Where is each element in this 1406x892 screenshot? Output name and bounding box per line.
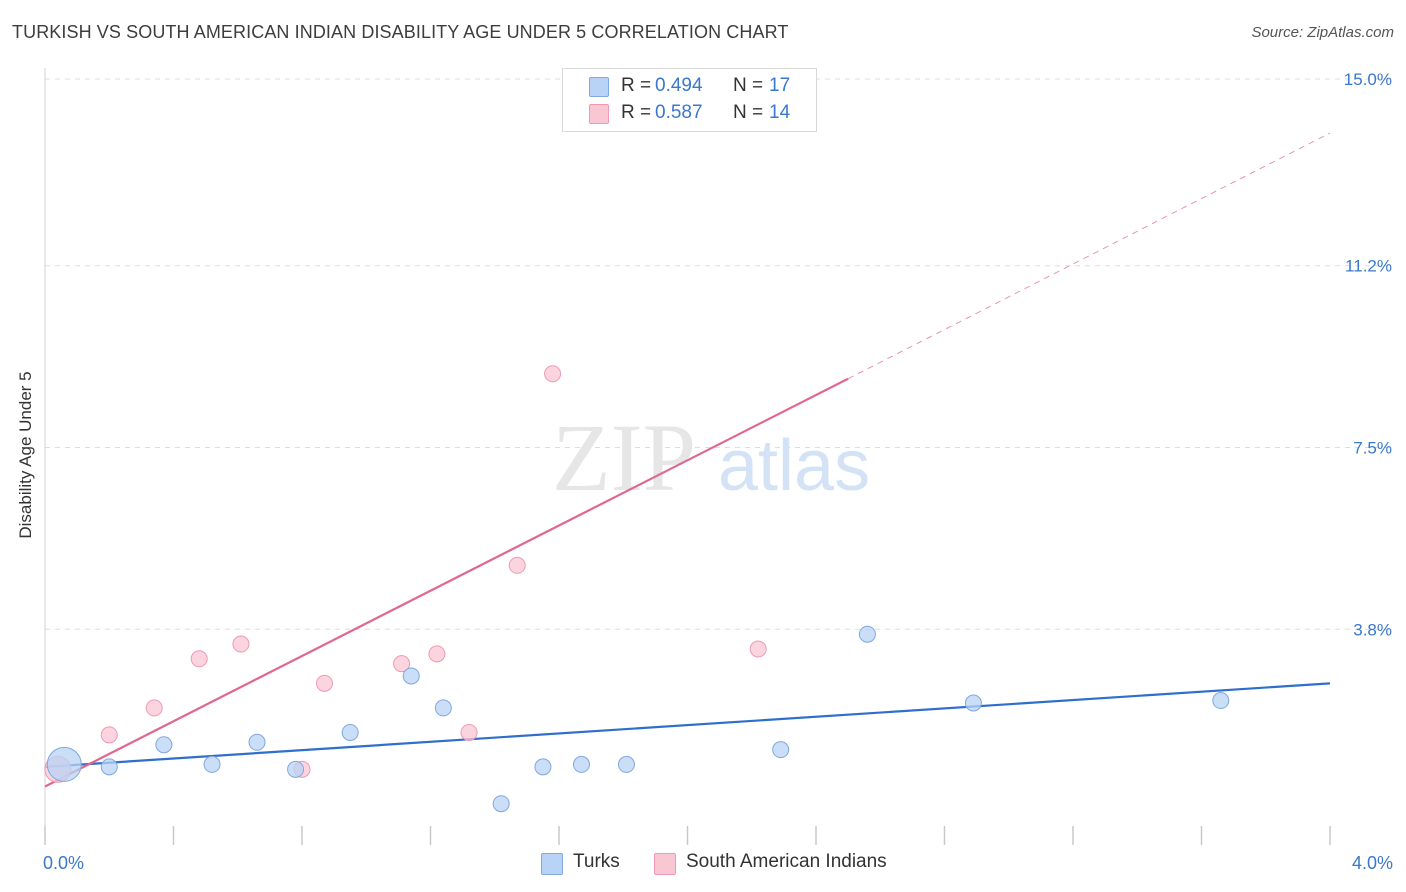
watermark-atlas: atlas bbox=[718, 426, 870, 506]
turks-point bbox=[858, 625, 876, 643]
legend-label: South American Indians bbox=[686, 851, 887, 872]
n-value: 17 bbox=[769, 75, 791, 96]
turks-point bbox=[100, 758, 118, 776]
south-american-indians-point bbox=[508, 556, 526, 574]
south-american-indians-point bbox=[145, 699, 163, 717]
x-tick-label: 4.0% bbox=[1352, 853, 1393, 873]
south-american-indians-point bbox=[749, 640, 767, 658]
turks-point bbox=[402, 667, 420, 685]
turks-point bbox=[155, 736, 173, 754]
r-label: R = bbox=[621, 75, 652, 96]
turks-swatch bbox=[589, 77, 609, 97]
y-tick-label: 11.2% bbox=[1345, 257, 1392, 276]
turks-point bbox=[287, 760, 305, 778]
south-american-indians-point bbox=[315, 674, 333, 692]
turks-point bbox=[772, 741, 790, 759]
y-tick-label: 15.0% bbox=[1344, 70, 1392, 89]
turks-point bbox=[341, 723, 359, 741]
y-tick-label: 3.8% bbox=[1353, 620, 1392, 639]
watermark-zip: ZIP bbox=[552, 404, 696, 511]
r-value: 0.587 bbox=[655, 102, 703, 123]
chart-title: TURKISH VS SOUTH AMERICAN INDIAN DISABIL… bbox=[12, 22, 789, 42]
south-american-indians-trend-line bbox=[44, 377, 849, 788]
turks-point bbox=[203, 755, 221, 773]
turks-point bbox=[434, 699, 452, 717]
turks-point bbox=[534, 758, 552, 776]
n-label: N = bbox=[733, 75, 764, 96]
turks-point bbox=[46, 746, 82, 782]
turks-point bbox=[1212, 692, 1230, 710]
south-american-indians-point bbox=[393, 655, 411, 673]
turks-point bbox=[964, 694, 982, 712]
correlation-legend: R = 0.494 N = 17 R = 0.587 N = 14 bbox=[562, 68, 817, 132]
south-american-indians-point bbox=[428, 645, 446, 663]
y-tick-label: 7.5% bbox=[1353, 439, 1392, 458]
n-value: 14 bbox=[769, 102, 791, 123]
south-american-indians-swatch bbox=[654, 853, 676, 875]
south-american-indians-point bbox=[460, 723, 478, 741]
turks-trend-line bbox=[44, 682, 1331, 768]
turks-point bbox=[492, 795, 510, 813]
south-american-indians-trend-extension bbox=[847, 132, 1331, 380]
y-axis-label: Disability Age Under 5 bbox=[16, 371, 35, 539]
south-american-indians-point bbox=[544, 365, 562, 383]
south-american-indians-point bbox=[100, 726, 118, 744]
turks-point bbox=[617, 755, 635, 773]
turks-point bbox=[572, 755, 590, 773]
south-american-indians-swatch bbox=[589, 104, 609, 124]
legend-label: Turks bbox=[573, 851, 620, 872]
axes bbox=[44, 68, 1331, 845]
x-tick-label: 0.0% bbox=[43, 853, 84, 873]
grid-lines bbox=[45, 78, 1395, 630]
r-label: R = bbox=[621, 102, 652, 123]
data-points bbox=[44, 365, 1230, 813]
tick-labels: 3.8% 7.5% 11.2% 15.0% 0.0% 4.0% bbox=[43, 70, 1393, 873]
n-label: N = bbox=[733, 102, 764, 123]
chart-source: Source: ZipAtlas.com bbox=[1251, 24, 1394, 41]
trend-lines bbox=[44, 132, 1331, 788]
turks-point bbox=[248, 733, 266, 751]
turks-swatch bbox=[541, 853, 563, 875]
r-value: 0.494 bbox=[655, 75, 703, 96]
south-american-indians-point bbox=[190, 650, 208, 668]
south-american-indians-point bbox=[232, 635, 250, 653]
